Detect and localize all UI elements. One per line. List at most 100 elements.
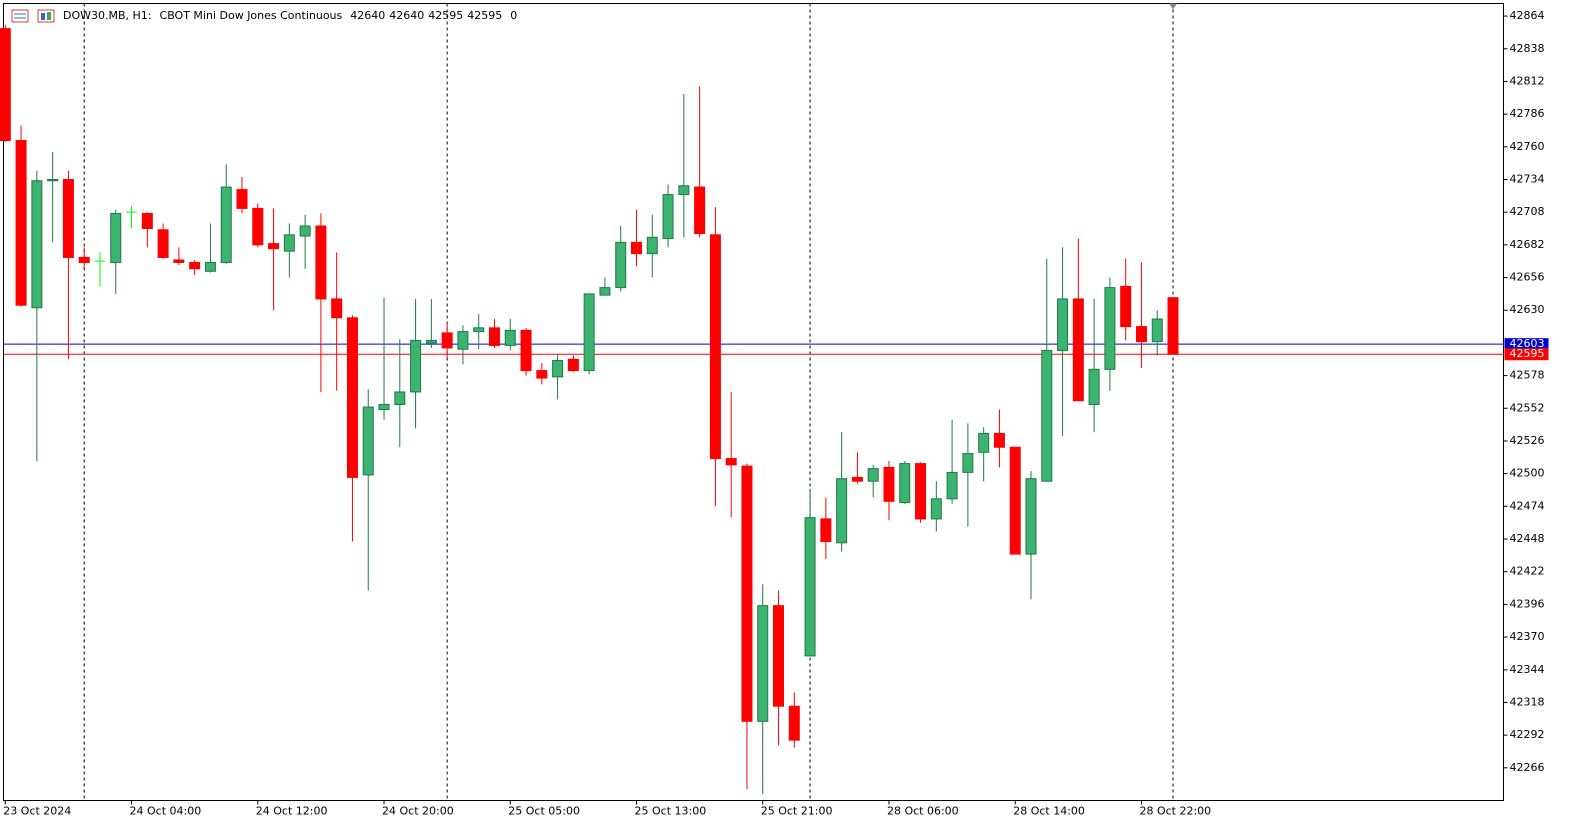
candle — [709, 207, 721, 507]
candle-body — [962, 453, 974, 473]
price-label: 42595 — [1510, 347, 1545, 360]
candle-body — [725, 458, 737, 466]
price-label-bg — [1504, 348, 1549, 361]
candle-body — [1120, 285, 1132, 328]
candle-body — [883, 466, 895, 502]
candle-body — [631, 241, 642, 255]
y-tick-label: 42734 — [1510, 172, 1545, 185]
y-tick-label: 42760 — [1510, 140, 1545, 153]
candle — [820, 497, 832, 560]
candle — [915, 462, 927, 523]
plot-frame — [3, 3, 1504, 801]
icon — [41, 13, 45, 20]
candle-body — [804, 517, 816, 657]
y-tick-label: 42552 — [1510, 401, 1545, 414]
candle — [141, 212, 153, 248]
candle — [378, 297, 390, 420]
candle-body — [646, 236, 658, 255]
y-tick-label: 42526 — [1510, 434, 1545, 447]
candle-body — [915, 463, 927, 520]
candle-body — [1151, 318, 1163, 343]
candle — [1104, 277, 1116, 391]
candle — [236, 176, 248, 214]
candle — [962, 423, 974, 527]
candle — [1009, 446, 1021, 555]
candle-body — [930, 498, 942, 520]
candle-body — [141, 212, 153, 230]
y-tick-label: 42344 — [1510, 663, 1545, 676]
candle-body — [504, 329, 516, 346]
candle — [78, 247, 90, 268]
candle — [583, 293, 595, 375]
candle-body — [536, 370, 548, 379]
x-tick-label: 24 Oct 20:00 — [382, 805, 454, 818]
candle-body — [441, 332, 453, 349]
candle — [741, 463, 753, 790]
candle-body — [820, 518, 832, 543]
y-tick-label: 42838 — [1510, 42, 1545, 55]
candle-body — [47, 178, 59, 182]
candle-body — [362, 406, 374, 476]
candle — [299, 214, 311, 269]
candle — [678, 94, 690, 238]
y-tick-label: 42812 — [1510, 74, 1545, 87]
price-label: 42603 — [1510, 337, 1545, 350]
candle — [362, 389, 374, 591]
x-tick-label: 24 Oct 12:00 — [256, 805, 328, 818]
candle-body — [1135, 326, 1147, 343]
last-open: 42640 — [350, 9, 385, 22]
candle — [394, 339, 406, 448]
candle-body — [757, 605, 769, 722]
candle-body — [15, 140, 27, 306]
candle — [62, 170, 74, 360]
y-tick-label: 42864 — [1510, 9, 1545, 22]
y-tick-label: 42708 — [1510, 205, 1545, 218]
candle — [1025, 471, 1037, 600]
icon — [47, 12, 51, 20]
candle — [899, 461, 911, 504]
candle-body — [552, 360, 564, 378]
candle-body — [899, 463, 911, 504]
candle-body — [978, 432, 990, 453]
candle-body — [204, 261, 216, 272]
candle — [1167, 297, 1179, 355]
x-tick-label: 25 Oct 13:00 — [635, 805, 707, 818]
candle — [473, 314, 485, 350]
candle — [504, 319, 516, 351]
candle-body — [252, 207, 264, 246]
y-tick-label: 42318 — [1510, 695, 1545, 708]
candle-body — [488, 327, 500, 346]
symbol: DOW30.MB, H1: — [63, 9, 152, 22]
candle-body — [110, 212, 122, 263]
candle — [946, 419, 958, 504]
candle — [662, 184, 674, 248]
candle — [315, 213, 327, 392]
candle-body — [220, 186, 232, 263]
candle-body — [709, 234, 721, 460]
candle — [173, 247, 185, 265]
icon — [11, 9, 29, 23]
x-tick-label: 24 Oct 04:00 — [130, 805, 202, 818]
y-tick-label: 42500 — [1510, 467, 1545, 480]
candle — [15, 125, 27, 307]
candle-body — [993, 432, 1005, 448]
candle — [268, 208, 280, 311]
candle-body — [567, 358, 579, 372]
candle-body — [583, 293, 595, 372]
candle-body — [31, 180, 43, 309]
candle-body — [599, 287, 611, 296]
candle-body — [0, 28, 11, 142]
candle-body — [283, 234, 295, 252]
candle-body — [346, 317, 358, 478]
candle-body — [473, 327, 485, 333]
candle — [252, 203, 264, 248]
last-volume: 0 — [510, 9, 517, 22]
candle — [441, 324, 453, 359]
y-tick-label: 42682 — [1510, 238, 1545, 251]
y-tick-label: 42292 — [1510, 728, 1545, 741]
x-tick-label: 25 Oct 21:00 — [761, 805, 833, 818]
candle-body — [315, 225, 327, 300]
x-tick-label: 25 Oct 05:00 — [508, 805, 580, 818]
candle — [110, 209, 122, 294]
candle-body — [1088, 368, 1100, 406]
